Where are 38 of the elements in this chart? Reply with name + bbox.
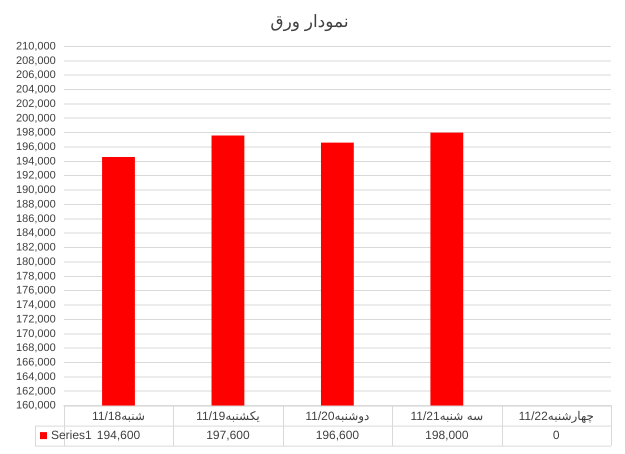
y-tick-label: 204,000 <box>16 84 56 96</box>
y-tick-label: 208,000 <box>16 54 56 67</box>
y-tick-label: 206,000 <box>16 69 56 82</box>
data-label: 196,600 <box>316 428 360 442</box>
y-tick-label: 178,000 <box>16 270 56 282</box>
y-tick-label: 164,000 <box>16 370 56 383</box>
y-tick-label: 160,000 <box>16 400 56 412</box>
x-tick-label: چهارشنبه11/22 <box>518 409 594 424</box>
y-tick-label: 172,000 <box>16 313 56 326</box>
chart-title: نمودار ورق <box>270 12 349 32</box>
y-tick-label: 176,000 <box>16 284 56 297</box>
y-tick-label: 162,000 <box>16 385 56 398</box>
y-tick-label: 192,000 <box>16 170 56 182</box>
text: 0 <box>552 428 560 442</box>
data-label: 194,600 <box>96 428 140 442</box>
x-tick-label: یکشنبه11/19 <box>196 409 260 424</box>
legend-label: Series1 <box>51 428 92 442</box>
y-tick-label: 168,000 <box>16 342 56 354</box>
y-tick-label: 182,000 <box>16 242 56 254</box>
y-tick-label: 188,000 <box>16 198 56 210</box>
data-label: 198,000 <box>425 428 469 442</box>
y-tick-label: 170,000 <box>16 328 56 340</box>
y-tick-label: 174,000 <box>16 299 56 312</box>
x-tick-label: سه شنبه11/21 <box>410 409 484 424</box>
y-tick-label: 196,000 <box>16 141 56 154</box>
y-tick-label: 184,000 <box>16 227 56 240</box>
y-tick-label: 202,000 <box>16 98 56 110</box>
y-tick-label: 200,000 <box>16 112 56 124</box>
x-tick-label: شنبه11/18 <box>92 409 145 424</box>
y-tick-label: 186,000 <box>16 212 56 225</box>
y-tick-label: 190,000 <box>16 184 56 196</box>
y-tick-label: 210,000 <box>16 40 56 52</box>
x-tick-label: دوشنبه11/20 <box>305 409 370 424</box>
y-tick-label: 194,000 <box>16 155 56 168</box>
y-tick-label: 166,000 <box>16 356 56 369</box>
y-tick-label: 198,000 <box>16 126 56 139</box>
data-label: 197,600 <box>206 428 250 442</box>
y-tick-label: 180,000 <box>16 256 56 268</box>
